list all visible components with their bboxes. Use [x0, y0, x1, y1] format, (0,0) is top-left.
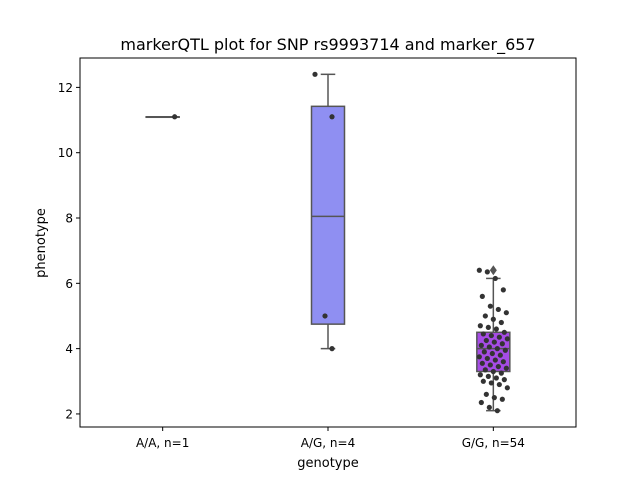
y-tick-label: 2	[65, 407, 73, 421]
chart-title: markerQTL plot for SNP rs9993714 and mar…	[120, 35, 535, 55]
data-point	[488, 332, 494, 339]
data-point	[329, 114, 335, 120]
data-point	[482, 367, 488, 373]
data-point	[492, 357, 498, 363]
data-point	[494, 346, 500, 352]
x-tick-label: A/A, n=1	[136, 436, 189, 450]
x-tick-label: G/G, n=54	[462, 436, 525, 450]
data-point	[500, 287, 506, 293]
data-point	[485, 324, 491, 331]
data-point	[498, 370, 504, 376]
data-point	[500, 359, 506, 365]
box-group	[310, 73, 346, 350]
data-point	[477, 372, 483, 378]
data-point	[504, 336, 510, 342]
data-point	[485, 373, 491, 379]
data-point	[479, 360, 485, 366]
data-point	[501, 329, 507, 335]
data-point	[484, 269, 490, 275]
data-point	[496, 381, 502, 388]
data-point	[503, 310, 509, 316]
outlier-marker	[489, 265, 497, 276]
data-point	[478, 342, 484, 348]
data-point	[479, 293, 485, 299]
y-tick-label: 4	[65, 342, 73, 356]
data-point	[490, 368, 496, 375]
y-tick-label: 8	[65, 212, 73, 226]
data-point	[486, 344, 492, 350]
data-point	[495, 363, 501, 370]
data-point	[476, 354, 482, 360]
data-point	[502, 347, 508, 353]
data-point	[491, 339, 497, 345]
data-point	[480, 331, 486, 337]
y-axis-label: phenotype	[34, 208, 49, 278]
data-point	[504, 385, 510, 391]
data-point	[494, 408, 500, 414]
data-point	[488, 380, 494, 386]
data-point	[476, 267, 482, 273]
data-point	[499, 396, 505, 402]
x-tick-label: A/G, n=4	[301, 436, 355, 450]
data-point	[503, 365, 509, 371]
data-point	[483, 391, 489, 397]
data-point	[489, 350, 495, 357]
y-tick-label: 10	[58, 146, 73, 160]
data-point	[490, 316, 496, 322]
data-point	[312, 71, 318, 77]
data-point	[493, 326, 499, 332]
data-point	[482, 313, 488, 319]
data-point	[501, 377, 507, 383]
data-point	[172, 114, 178, 120]
x-axis: A/A, n=1 A/G, n=4 G/G, n=54	[136, 427, 525, 450]
y-axis: 2 4 6 8 10 12	[58, 81, 80, 421]
data-point	[498, 319, 504, 326]
data-point	[480, 378, 486, 384]
data-point	[481, 349, 487, 355]
box-body	[310, 105, 346, 325]
data-point	[484, 355, 490, 362]
data-point	[477, 323, 483, 329]
data-point	[487, 362, 493, 368]
data-point	[322, 313, 328, 319]
data-point	[495, 306, 501, 313]
x-axis-label: genotype	[297, 456, 358, 471]
data-point	[486, 404, 492, 411]
data-point	[492, 275, 498, 282]
y-tick-label: 6	[65, 277, 73, 291]
data-point	[497, 352, 503, 358]
data-point	[493, 375, 499, 381]
data-point	[478, 399, 484, 406]
data-point	[487, 303, 493, 309]
data-point	[496, 334, 502, 340]
data-point	[329, 346, 335, 352]
data-point	[483, 337, 489, 344]
data-point	[499, 341, 505, 347]
y-tick-label: 12	[58, 81, 73, 95]
data-point	[491, 395, 497, 401]
plot-area	[145, 71, 511, 414]
